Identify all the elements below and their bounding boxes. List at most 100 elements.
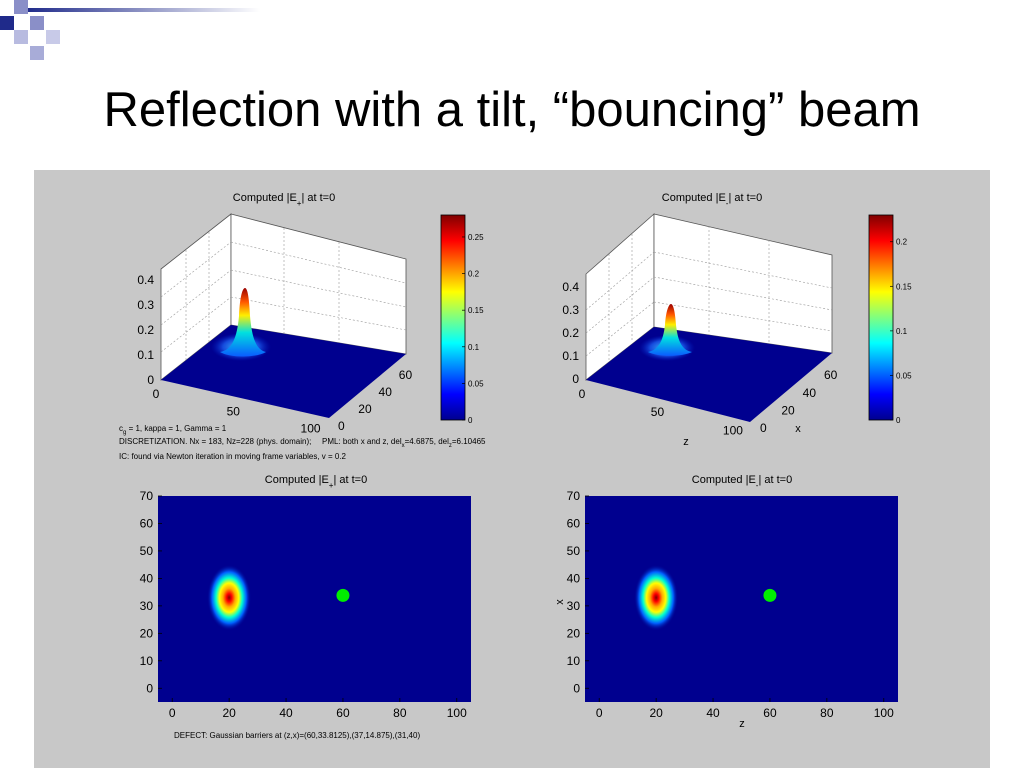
heatmap-e-plus: Computed |E+| at t=0 0 20 40 60 80 100 0 10 20 30… [140, 474, 471, 740]
plot-title: Computed |E-| at t=0 [692, 474, 792, 490]
x-tick-label: 100 [447, 706, 467, 720]
x-tick-label: 0 [153, 387, 160, 401]
params-line-2: DISCRETIZATION. Nx = 183, Nz=228 (phys. … [119, 437, 311, 446]
surface-plot-e-plus: Computed |E+| at t=0 0 0.1 0.2 0.3 0.4 0 50 100… [137, 192, 484, 436]
z-tick-label: 0 [147, 373, 154, 387]
parameter-notes: cg = 1, kappa = 1, Gamma = 1 DISCRETIZAT… [119, 424, 486, 461]
y-tick-label: 70 [567, 489, 581, 503]
x-tick-label: 0 [596, 706, 603, 720]
y-tick-label: 40 [567, 571, 581, 585]
beam-spot [207, 564, 252, 631]
z-tick-label: 0.1 [137, 348, 154, 362]
back-wall-right [653, 213, 833, 354]
axis-ticks: 0 20 40 60 80 100 0 10 20 30 40 50 60 70 [567, 489, 894, 720]
z-tick-label: 0.1 [562, 349, 579, 363]
colorbar-tick-label: 0.2 [468, 270, 480, 279]
y-tick-label: 50 [140, 544, 154, 558]
y-tick-label: 0 [760, 421, 767, 435]
colorbar-tick-label: 0.05 [896, 371, 912, 380]
y-tick-label: 30 [567, 599, 581, 613]
z-axis-label: z [683, 436, 689, 448]
grid-lines [585, 226, 833, 360]
colorbar-tick-label: 0.25 [468, 233, 484, 242]
defect-note: DEFECT: Gaussian barriers at (z,x)=(60,3… [174, 731, 420, 740]
x-tick-label: 40 [706, 706, 720, 720]
y-tick-label: 20 [358, 402, 372, 416]
x-tick-label: 0 [169, 706, 176, 720]
corner-decoration [0, 0, 260, 60]
plot-title: Computed |E-| at t=0 [662, 192, 762, 208]
x-tick-label: 100 [723, 423, 743, 437]
colorbar-tick-label: 0.15 [896, 282, 912, 291]
plot-title: Computed |E+| at t=0 [265, 474, 367, 490]
z-tick-label: 0 [572, 372, 579, 386]
y-tick-label: 0 [573, 681, 580, 695]
y-tick-label: 60 [824, 368, 838, 382]
colorbar-tick-label: 0.1 [468, 343, 480, 352]
beam-spot [634, 564, 679, 631]
heatmap-area [585, 496, 898, 702]
pml-line: PML: both x and z, delx=4.6875, delz=6.1… [322, 437, 486, 449]
x-tick-label: 50 [651, 405, 665, 419]
z-tick-label: 0.4 [137, 273, 154, 287]
colorbar [440, 214, 466, 421]
y-tick-label: 60 [399, 368, 413, 382]
ic-line: IC: found via Newton iteration in moving… [119, 452, 347, 461]
y-tick-label: 70 [140, 489, 154, 503]
y-tick-label: 10 [140, 654, 154, 668]
y-tick-label: 10 [567, 654, 581, 668]
y-tick-label: 40 [379, 385, 393, 399]
z-tick-label: 0.4 [562, 280, 579, 294]
z-tick-label: 0.3 [137, 298, 154, 312]
y-axis-label: x [554, 599, 566, 605]
x-tick-label: 50 [227, 404, 241, 418]
y-tick-label: 30 [140, 599, 154, 613]
colorbar-tick-label: 0.1 [896, 327, 908, 336]
z-tick-label: 0.2 [137, 323, 154, 337]
y-tick-label: 20 [567, 626, 581, 640]
y-tick-label: 0 [146, 681, 153, 695]
y-tick-label: 40 [140, 571, 154, 585]
x-tick-label: 100 [874, 706, 894, 720]
x-tick-label: 80 [393, 706, 407, 720]
back-wall-right [230, 213, 407, 355]
x-axis-label: z [739, 718, 745, 730]
colorbar [868, 214, 894, 421]
plot-title: Computed |E+| at t=0 [233, 192, 335, 208]
y-tick-label: 0 [338, 419, 345, 433]
x-tick-label: 80 [820, 706, 834, 720]
z-tick-label: 0.3 [562, 303, 579, 317]
colorbar-ticks: 0 0.05 0.1 0.15 0.2 [890, 238, 912, 425]
y-tick-label: 40 [803, 386, 817, 400]
grid-lines [160, 228, 407, 360]
heatmap-area [158, 496, 471, 702]
surface-peak [220, 288, 266, 357]
axis-ticks: 0 20 40 60 80 100 0 10 20 30 40 50 60 70 [140, 489, 467, 720]
colorbar-tick-label: 0 [896, 416, 901, 425]
axis-ticks: 0 0.1 0.2 0.3 0.4 0 50 100 0 20 40 60 [137, 273, 412, 436]
x-axis-label: x [795, 423, 801, 435]
colorbar-ticks: 0 0.05 0.1 0.15 0.2 0.25 [462, 233, 484, 425]
z-tick-label: 0.2 [562, 326, 579, 340]
y-tick-label: 60 [140, 516, 154, 530]
axis-ticks: 0 0.1 0.2 0.3 0.4 0 50 100 0 20 40 60 [562, 280, 837, 437]
surface-plot-e-minus: Computed |E-| at t=0 0 0.1 0.2 0.3 0.4 0 50 100… [562, 192, 912, 448]
colorbar-tick-label: 0 [468, 416, 473, 425]
x-tick-label: 60 [763, 706, 777, 720]
y-tick-label: 20 [781, 403, 795, 417]
x-tick-label: 0 [579, 387, 586, 401]
colorbar-tick-label: 0.05 [468, 379, 484, 388]
x-tick-label: 40 [279, 706, 293, 720]
surface-peak [648, 304, 692, 356]
defect-marker [336, 588, 350, 602]
y-tick-label: 50 [567, 544, 581, 558]
y-tick-label: 60 [567, 516, 581, 530]
heatmap-e-minus: Computed |E-| at t=0 0 20 40 60 80 100 0 10 20 30… [554, 474, 898, 730]
params-line-1: cg = 1, kappa = 1, Gamma = 1 [119, 424, 227, 436]
defect-marker [763, 588, 777, 602]
colorbar-tick-label: 0.15 [468, 306, 484, 315]
x-tick-label: 60 [336, 706, 350, 720]
colorbar-tick-label: 0.2 [896, 238, 908, 247]
slide-title: Reflection with a tilt, “bouncing” beam [103, 83, 921, 137]
x-tick-label: 20 [222, 706, 236, 720]
